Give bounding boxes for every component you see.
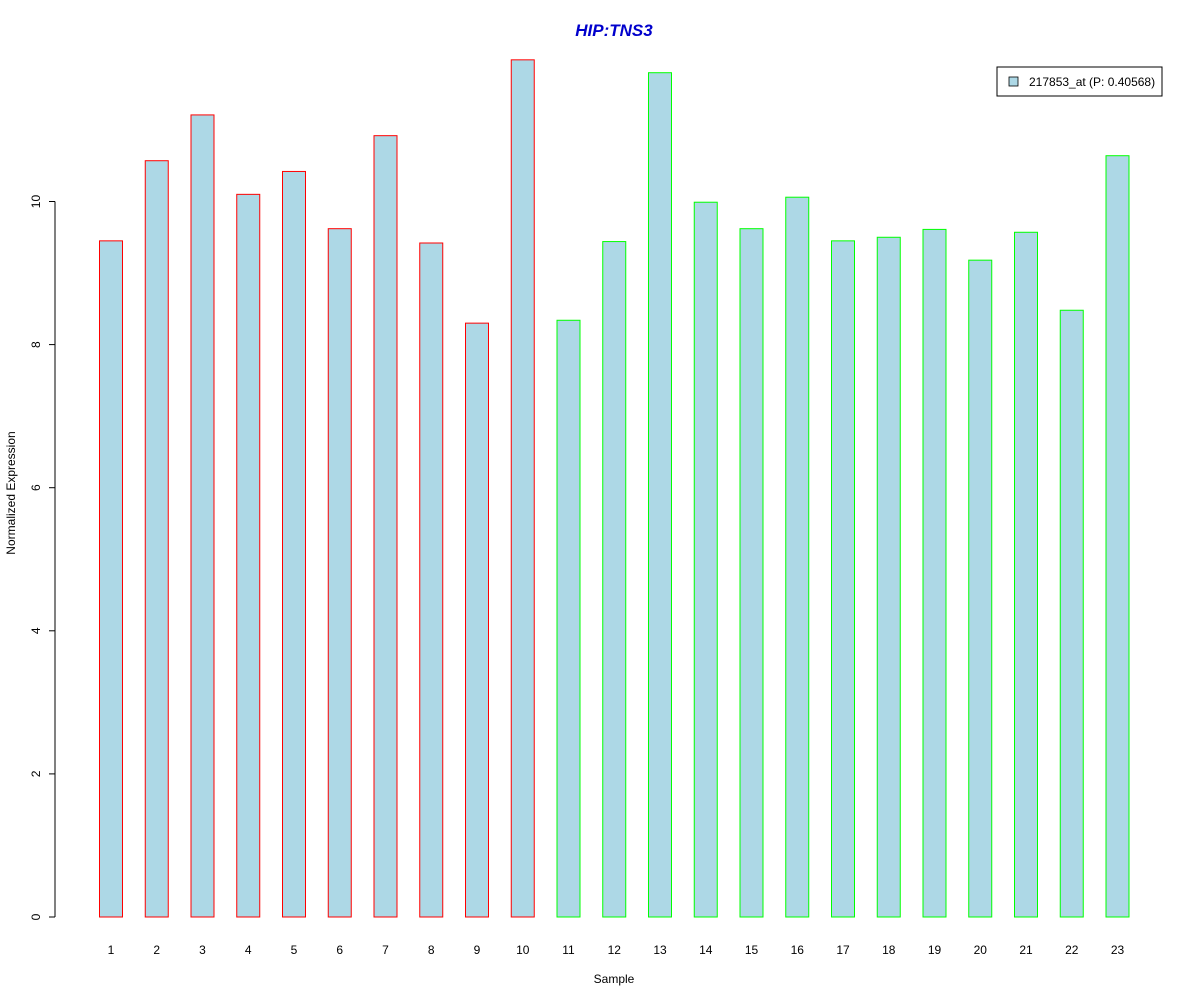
x-tick-label: 20 bbox=[974, 943, 988, 957]
bar-sample-14 bbox=[693, 201, 718, 918]
x-tick-label: 9 bbox=[474, 943, 481, 957]
legend: 217853_at (P: 0.40568) bbox=[996, 66, 1163, 97]
bar-sample-7 bbox=[373, 135, 398, 918]
bar-sample-18 bbox=[876, 236, 901, 918]
legend-box bbox=[996, 66, 1163, 97]
bar-sample-15 bbox=[739, 228, 764, 918]
bar-sample-21 bbox=[1014, 231, 1038, 918]
y-tick-label: 10 bbox=[29, 195, 43, 209]
x-tick-label: 17 bbox=[836, 943, 850, 957]
y-tick-label: 2 bbox=[29, 770, 43, 777]
x-tick-label: 14 bbox=[699, 943, 713, 957]
x-tick-label: 5 bbox=[291, 943, 298, 957]
bar-sample-5 bbox=[282, 170, 306, 918]
x-tick-label: 10 bbox=[516, 943, 530, 957]
x-tick-label: 21 bbox=[1019, 943, 1033, 957]
bars-group bbox=[99, 59, 1130, 918]
x-tick-label: 18 bbox=[882, 943, 896, 957]
bar-sample-11 bbox=[556, 319, 581, 918]
x-tick-label: 8 bbox=[428, 943, 435, 957]
bar-sample-8 bbox=[419, 242, 444, 918]
x-tick-label: 6 bbox=[336, 943, 343, 957]
legend-swatch bbox=[1008, 76, 1019, 87]
x-tick-label: 22 bbox=[1065, 943, 1079, 957]
bar-sample-1 bbox=[99, 240, 123, 918]
bar-sample-20 bbox=[968, 259, 993, 918]
y-tick-label: 4 bbox=[29, 627, 43, 634]
x-tick-label: 19 bbox=[928, 943, 942, 957]
x-tick-label: 7 bbox=[382, 943, 389, 957]
chart-title: HIP:TNS3 bbox=[575, 21, 653, 40]
bar-sample-9 bbox=[465, 322, 489, 918]
x-tick-label: 11 bbox=[562, 943, 575, 957]
y-tick-label: 0 bbox=[29, 913, 43, 920]
bar-sample-2 bbox=[144, 160, 169, 918]
x-tick-label: 15 bbox=[745, 943, 759, 957]
bar-sample-3 bbox=[190, 114, 215, 918]
x-tick-label: 1 bbox=[108, 943, 115, 957]
x-tick-label: 2 bbox=[153, 943, 160, 957]
bar-sample-16 bbox=[785, 196, 810, 918]
bar-sample-19 bbox=[922, 228, 947, 918]
legend-entry: 217853_at (P: 0.40568) bbox=[1029, 75, 1155, 89]
x-tick-label: 3 bbox=[199, 943, 206, 957]
y-axis: 0 2 4 6 8 10 bbox=[29, 195, 56, 920]
y-tick-label: 8 bbox=[29, 341, 43, 348]
y-axis-label: Normalized Expression bbox=[4, 431, 18, 554]
bar-sample-13 bbox=[648, 72, 672, 918]
bar-sample-22 bbox=[1059, 309, 1084, 918]
x-tick-label: 23 bbox=[1111, 943, 1125, 957]
y-tick-label: 6 bbox=[29, 484, 43, 491]
bar-sample-17 bbox=[831, 240, 855, 918]
x-tick-labels: 1 2 3 4 5 6 7 8 9 10 11 12 13 14 15 16 17 18 19 20 21 22 23 bbox=[108, 943, 1125, 957]
x-tick-label: 12 bbox=[608, 943, 622, 957]
x-tick-label: 4 bbox=[245, 943, 252, 957]
x-axis-label: Sample bbox=[594, 972, 635, 986]
x-tick-label: 16 bbox=[791, 943, 805, 957]
bar-sample-6 bbox=[327, 228, 352, 918]
bar-sample-4 bbox=[236, 193, 261, 918]
bar-sample-10 bbox=[510, 59, 535, 918]
bar-sample-12 bbox=[602, 241, 627, 918]
x-tick-label: 13 bbox=[653, 943, 667, 957]
bar-sample-23 bbox=[1105, 155, 1130, 918]
